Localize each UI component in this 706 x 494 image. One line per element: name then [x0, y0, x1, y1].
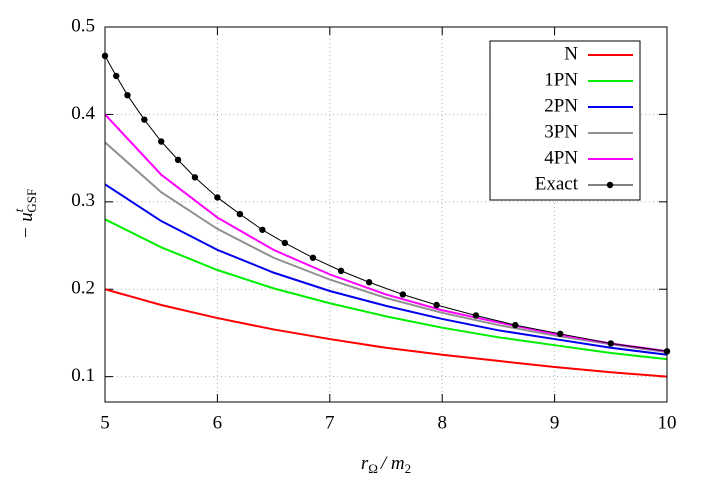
- point: [259, 226, 266, 233]
- x-label-part: / m: [380, 453, 405, 474]
- x-tick-label: 7: [325, 412, 335, 433]
- point: [512, 321, 519, 329]
- point: [191, 174, 199, 181]
- series-line: [104, 113, 668, 353]
- point: [236, 210, 244, 218]
- x-tick-label: 10: [658, 412, 677, 433]
- y-tick-label: 0.4: [71, 103, 95, 124]
- point: [141, 116, 148, 123]
- legend-marker: [606, 181, 614, 189]
- y-label-part: − u: [16, 212, 37, 239]
- point: [337, 267, 345, 275]
- x-tick-label: 8: [437, 412, 447, 433]
- legend-label: N: [564, 43, 578, 64]
- y-tick-label: 0.3: [71, 190, 95, 211]
- point: [433, 301, 440, 309]
- x-axis-label: rΩ / m2: [361, 453, 411, 476]
- point: [399, 291, 407, 298]
- y-tick-label: 0.1: [71, 365, 95, 386]
- x-label-part: 2: [405, 461, 412, 476]
- legend-label: Exact: [535, 173, 579, 194]
- point: [158, 138, 165, 145]
- point: [557, 330, 564, 338]
- y-tick-label: 0.2: [71, 278, 95, 299]
- point: [124, 91, 131, 99]
- series-line: [104, 288, 668, 378]
- plot-frame: [104, 26, 668, 403]
- series-line: [104, 183, 668, 356]
- point: [174, 156, 182, 164]
- point: [472, 312, 480, 319]
- x-label-part: r: [361, 453, 369, 474]
- x-tick-label: 9: [550, 412, 560, 433]
- series-line: [104, 218, 668, 361]
- legend-label: 1PN: [544, 69, 578, 90]
- point: [365, 279, 373, 286]
- x-label-part: Ω: [368, 461, 378, 476]
- legend-label: 2PN: [544, 95, 578, 116]
- legend-label: 3PN: [544, 121, 578, 142]
- y-tick-label: 0.5: [71, 15, 95, 36]
- point: [281, 239, 289, 247]
- point: [113, 72, 120, 80]
- series-line: [104, 141, 668, 354]
- y-label-part: GSF: [24, 189, 39, 213]
- point: [309, 254, 317, 261]
- legend-box: [489, 40, 641, 201]
- point: [214, 194, 221, 201]
- legend-label: 4PN: [544, 147, 578, 168]
- y-label-part: t: [11, 208, 26, 212]
- point: [607, 340, 614, 347]
- x-tick-label: 6: [213, 412, 223, 433]
- y-axis-label: − utGSF: [11, 189, 39, 240]
- x-tick-label: 5: [100, 412, 110, 433]
